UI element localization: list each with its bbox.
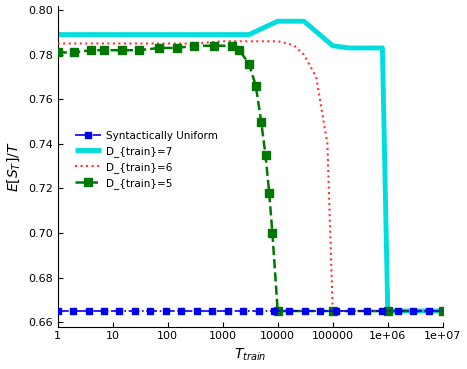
D_{train}=6 xyxy=(110,41,115,46)
D_{train}=5 xyxy=(263,153,269,157)
D_{train}=7 xyxy=(165,32,170,37)
D_{train}=6 xyxy=(325,142,330,146)
D_{train}=5 xyxy=(120,48,125,52)
D_{train}=6 xyxy=(136,41,142,46)
Syntactically Uniform xyxy=(379,309,385,313)
D_{train}=7 xyxy=(373,46,378,50)
D_{train}=6 xyxy=(291,44,297,48)
D_{train}=5 xyxy=(269,231,275,235)
D_{train}=5 xyxy=(385,309,390,313)
D_{train}=6 xyxy=(246,39,252,44)
D_{train}=5 xyxy=(156,46,162,50)
D_{train}=6 xyxy=(165,41,170,46)
D_{train}=7 xyxy=(330,44,335,48)
Line: Syntactically Uniform: Syntactically Uniform xyxy=(54,307,446,314)
D_{train}=6 xyxy=(220,39,226,44)
D_{train}=7 xyxy=(380,46,385,50)
D_{train}=7 xyxy=(81,32,87,37)
D_{train}=6 xyxy=(301,52,307,57)
D_{train}=7 xyxy=(55,32,60,37)
D_{train}=7 xyxy=(275,19,281,23)
Legend: Syntactically Uniform, D_{train}=7, D_{train}=6, D_{train}=5: Syntactically Uniform, D_{train}=7, D_{t… xyxy=(71,126,222,193)
Syntactically Uniform xyxy=(55,309,60,313)
D_{train}=7 xyxy=(191,32,197,37)
D_{train}=6 xyxy=(275,39,281,44)
Syntactically Uniform xyxy=(283,309,289,313)
D_{train}=5 xyxy=(230,44,235,48)
D_{train}=5 xyxy=(191,44,197,48)
D_{train}=7 xyxy=(136,32,142,37)
D_{train}=6 xyxy=(313,75,319,79)
D_{train}=5 xyxy=(101,48,107,52)
D_{train}=5 xyxy=(212,44,217,48)
D_{train}=7 xyxy=(220,32,226,37)
D_{train}=5 xyxy=(55,50,60,55)
D_{train}=6 xyxy=(258,39,264,44)
Syntactically Uniform xyxy=(440,309,446,313)
Syntactically Uniform xyxy=(284,309,290,313)
D_{train}=5 xyxy=(258,119,264,124)
X-axis label: $T_{train}$: $T_{train}$ xyxy=(234,347,266,363)
D_{train}=7 xyxy=(440,309,446,313)
Line: D_{train}=5: D_{train}=5 xyxy=(54,42,447,315)
D_{train}=5 xyxy=(275,309,281,313)
D_{train}=7 xyxy=(246,32,252,37)
D_{train}=5 xyxy=(88,48,93,52)
D_{train}=6 xyxy=(284,41,290,46)
Y-axis label: $E[S_T]/T$: $E[S_T]/T$ xyxy=(6,141,22,192)
Syntactically Uniform xyxy=(290,309,296,313)
D_{train}=7 xyxy=(110,32,115,37)
D_{train}=7 xyxy=(385,309,390,313)
D_{train}=7 xyxy=(363,46,368,50)
Line: D_{train}=6: D_{train}=6 xyxy=(57,41,443,311)
D_{train}=5 xyxy=(236,48,242,52)
D_{train}=6 xyxy=(55,41,60,46)
D_{train}=5 xyxy=(253,84,259,88)
D_{train}=5 xyxy=(71,50,77,55)
D_{train}=6 xyxy=(385,309,390,313)
D_{train}=5 xyxy=(266,191,272,195)
Line: D_{train}=7: D_{train}=7 xyxy=(57,21,443,311)
D_{train}=7 xyxy=(402,309,407,313)
D_{train}=5 xyxy=(136,48,142,52)
D_{train}=6 xyxy=(330,309,335,313)
D_{train}=6 xyxy=(440,309,446,313)
Syntactically Uniform xyxy=(404,309,410,313)
D_{train}=7 xyxy=(301,19,307,23)
D_{train}=5 xyxy=(440,309,446,313)
D_{train}=5 xyxy=(175,46,180,50)
Syntactically Uniform xyxy=(56,309,62,313)
D_{train}=6 xyxy=(81,41,87,46)
D_{train}=6 xyxy=(269,39,275,44)
D_{train}=6 xyxy=(191,41,197,46)
D_{train}=7 xyxy=(347,46,352,50)
D_{train}=5 xyxy=(246,61,252,66)
D_{train}=5 xyxy=(330,309,335,313)
